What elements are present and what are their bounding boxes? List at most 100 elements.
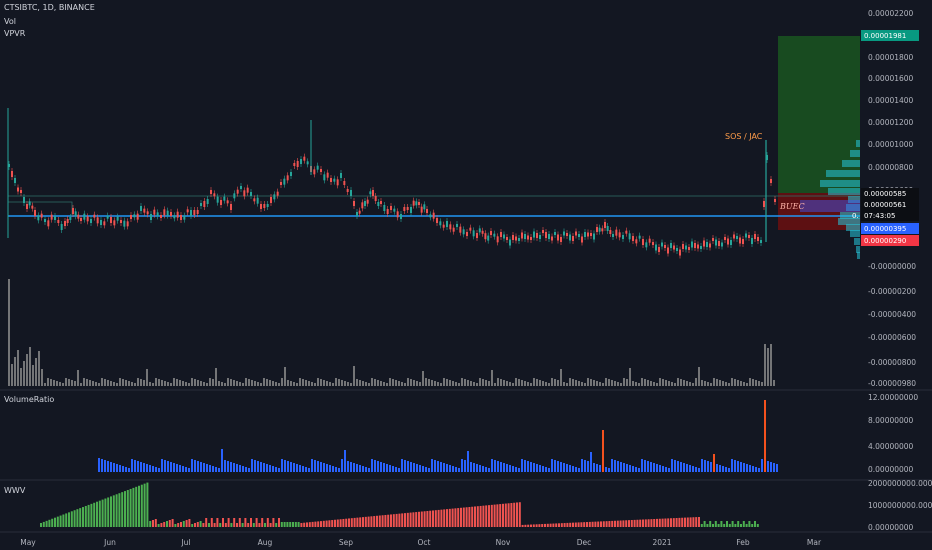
symbol-label[interactable]: CTSIBTC, 1D, BINANCE xyxy=(4,3,95,12)
low-price-tag: 0.00000395 xyxy=(864,225,906,233)
wwv-bar xyxy=(306,522,308,527)
volume-bar xyxy=(428,379,430,386)
volume-bar xyxy=(59,382,61,386)
volume-ratio-bar xyxy=(695,467,697,472)
candle xyxy=(186,209,189,213)
volume-bar xyxy=(257,382,259,386)
volume-bar xyxy=(446,379,448,386)
wwv-bar xyxy=(608,521,611,527)
wwv-bar xyxy=(594,521,597,527)
volume-ratio-bar xyxy=(368,468,370,472)
volume-bar xyxy=(524,381,526,386)
wwv-label[interactable]: WWV xyxy=(4,486,26,495)
wwv-bar xyxy=(280,522,283,527)
wwv-bar xyxy=(65,513,68,527)
volume-bar xyxy=(419,382,421,386)
volume-ratio-bar xyxy=(101,459,103,472)
volume-ratio-bar xyxy=(659,465,661,472)
wwv-bar xyxy=(196,522,199,527)
candle xyxy=(642,239,644,245)
candle xyxy=(515,236,517,241)
candle xyxy=(472,230,475,237)
candle xyxy=(493,233,496,237)
volume-ratio-bar xyxy=(635,467,637,472)
main-price-pane[interactable] xyxy=(7,36,860,386)
wwv-pane[interactable] xyxy=(40,482,759,527)
volume-ratio-label[interactable]: VolumeRatio xyxy=(4,395,55,404)
volume-bar xyxy=(707,382,709,386)
wwv-bar xyxy=(726,521,728,527)
volume-ratio-bar xyxy=(539,465,541,472)
volume-bar xyxy=(722,381,724,386)
volume-bar xyxy=(374,379,376,386)
volume-bar xyxy=(704,381,706,386)
wwv-bar xyxy=(238,518,241,527)
volume-ratio-bar xyxy=(323,463,325,472)
wwv-bar xyxy=(210,518,213,527)
candle xyxy=(206,199,209,204)
wwv-bar xyxy=(460,507,462,527)
wwv-bar xyxy=(45,520,48,527)
wwv-bar xyxy=(320,521,322,527)
volume-ratio-bar xyxy=(377,461,379,472)
candle xyxy=(361,202,364,209)
candle xyxy=(358,210,361,214)
volume-bar xyxy=(113,382,115,386)
volume-ratio-bar xyxy=(764,400,766,472)
volume-bar xyxy=(548,383,550,386)
wwv-bar xyxy=(275,523,278,527)
wwv-bar xyxy=(56,516,59,527)
volume-ratio-bar xyxy=(584,460,586,472)
volume-ratio-bar xyxy=(740,462,742,472)
wwv-bar xyxy=(334,519,336,527)
volume-ratio-pane[interactable] xyxy=(98,400,778,472)
volume-bar xyxy=(413,380,415,386)
candle xyxy=(120,220,122,223)
volume-ratio-bar xyxy=(737,461,739,472)
volume-bar xyxy=(407,378,409,386)
wwv-bar xyxy=(432,510,434,527)
wwv-bar xyxy=(149,521,152,527)
vol-indicator-label[interactable]: Vol xyxy=(4,17,16,26)
vpvr-indicator-label[interactable]: VPVR xyxy=(4,29,26,38)
volume-ratio-bar xyxy=(632,466,634,472)
candle xyxy=(530,237,532,240)
volume-bar xyxy=(617,382,619,386)
wwv-bar xyxy=(311,521,314,527)
wwv-bar xyxy=(345,518,348,527)
volume-ratio-bar xyxy=(281,459,283,472)
candle xyxy=(336,179,339,186)
candle xyxy=(66,219,69,223)
candle xyxy=(116,216,119,221)
volume-ratio-bar xyxy=(293,463,295,472)
volume-ratio-bar xyxy=(629,465,631,472)
volume-bar xyxy=(572,379,574,386)
candle xyxy=(350,190,352,196)
volume-bar xyxy=(545,382,547,386)
volume-bar xyxy=(242,383,244,386)
volume-ratio-bar xyxy=(386,464,388,472)
wwv-bar xyxy=(678,517,681,527)
candle xyxy=(578,234,580,237)
wwv-bar xyxy=(499,504,502,527)
volume-ratio-bar xyxy=(752,466,754,472)
volume-ratio-bar xyxy=(242,466,244,472)
wwv-bar xyxy=(745,524,748,527)
volume-bar xyxy=(158,379,160,386)
volume-ratio-bar xyxy=(506,464,508,472)
wwv-bar xyxy=(289,522,292,527)
volume-ratio-bar xyxy=(227,461,229,472)
wwv-bar xyxy=(574,522,577,527)
candle xyxy=(466,232,468,236)
volume-bar xyxy=(473,382,475,386)
wwv-bar xyxy=(544,523,546,527)
wwv-bar xyxy=(636,519,639,527)
volume-ratio-bar xyxy=(617,461,619,472)
volume-ratio-bar xyxy=(446,464,448,472)
candle xyxy=(374,196,377,201)
candle xyxy=(28,201,31,206)
candle xyxy=(57,220,60,223)
candle xyxy=(17,187,19,192)
